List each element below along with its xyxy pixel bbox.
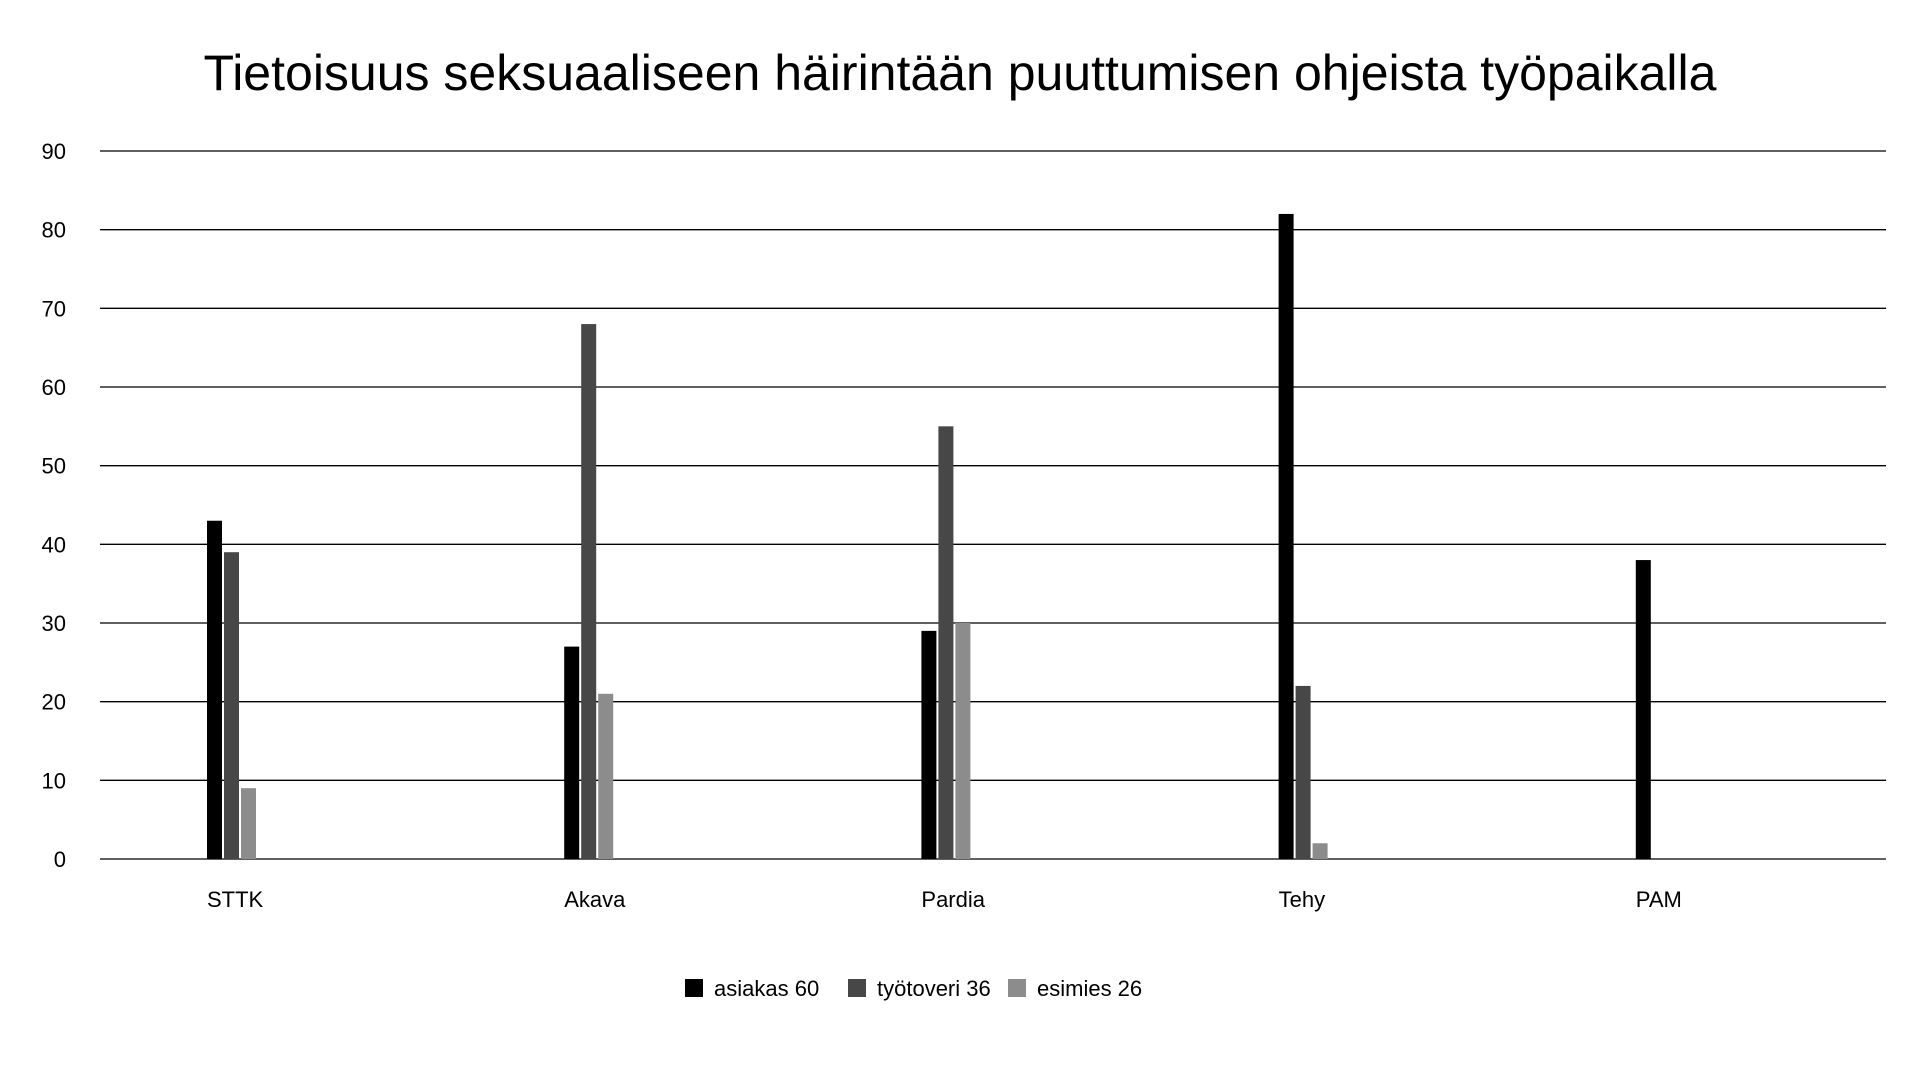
y-tick-label: 80 [42, 218, 66, 243]
bar-pam-series-1 [1635, 560, 1651, 859]
y-tick-label: 70 [42, 296, 66, 321]
bar-akava-series-2 [581, 324, 597, 860]
y-axis-tick-labels: 0 10 20 30 40 50 60 70 80 90 [42, 139, 66, 872]
bar-pardia-series-2 [938, 426, 954, 859]
bar-pardia-series-1 [921, 630, 937, 859]
y-tick-label: 40 [42, 532, 66, 557]
chart-title: Tietoisuus seksuaaliseen häirintään puut… [203, 45, 1717, 101]
bar-pardia-series-3 [955, 623, 971, 859]
y-tick-label: 60 [42, 375, 66, 400]
bar-akava-series-3 [598, 693, 614, 859]
y-tick-label: 10 [42, 768, 66, 793]
bar-akava-series-1 [564, 646, 580, 859]
y-tick-label: 30 [42, 611, 66, 636]
bar-sttk-series-2 [224, 552, 239, 859]
x-category-label: PAM [1636, 887, 1682, 912]
x-category-label: STTK [207, 887, 264, 912]
x-category-label: Tehy [1279, 887, 1325, 912]
x-category-label: Pardia [921, 887, 985, 912]
y-tick-label: 90 [42, 139, 66, 164]
x-category-label: Akava [564, 887, 626, 912]
y-tick-label: 0 [54, 847, 66, 872]
x-axis-category-labels: STTK Akava Pardia Tehy PAM [207, 887, 1682, 912]
y-tick-label: 50 [42, 454, 66, 479]
bars [207, 213, 1651, 860]
legend-label: esimies 26 [1037, 976, 1142, 1001]
legend-label: työtoveri 36 [877, 976, 991, 1001]
y-tick-label: 20 [42, 690, 66, 715]
legend: asiakas 60 työtoveri 36 esimies 26 [685, 976, 1142, 1001]
gridlines [100, 150, 1886, 860]
legend-swatch [848, 979, 866, 997]
bar-sttk-series-1 [207, 520, 222, 859]
bar-tehy-series-3 [1312, 843, 1328, 859]
legend-label: asiakas 60 [714, 976, 819, 1001]
bar-tehy-series-2 [1295, 685, 1311, 859]
bar-sttk-series-3 [241, 788, 256, 859]
bar-tehy-series-1 [1278, 213, 1294, 859]
legend-swatch [685, 979, 703, 997]
legend-swatch [1008, 979, 1026, 997]
